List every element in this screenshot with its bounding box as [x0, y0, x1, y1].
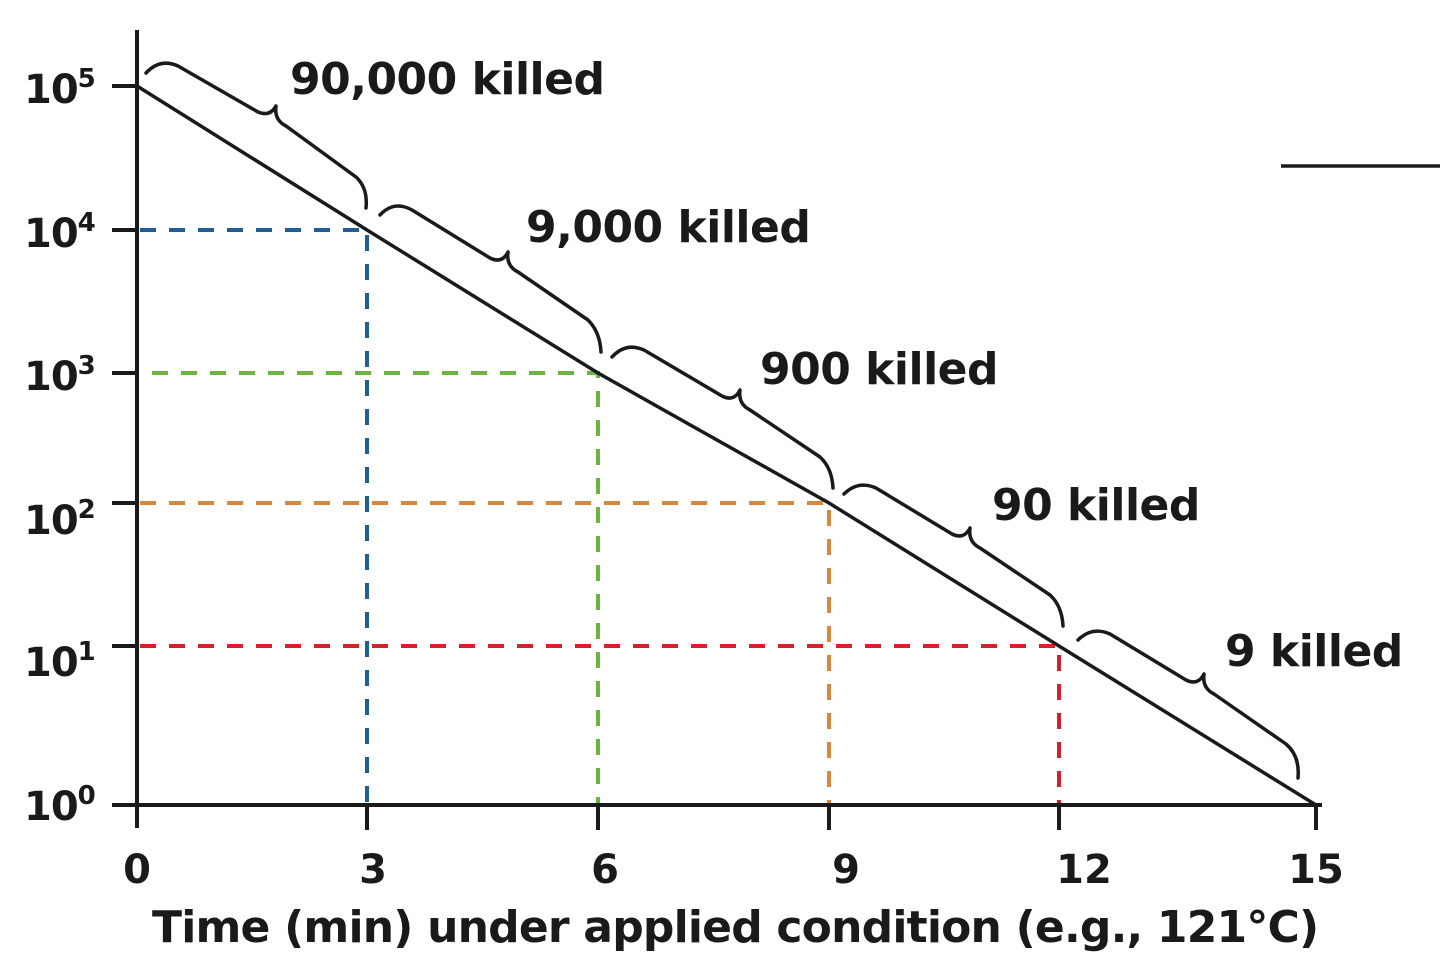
y-tick-label-10e5: 105	[24, 64, 96, 113]
annotation-9000-killed: 9,000 killed	[526, 202, 811, 253]
death-curve-line	[136, 84, 1317, 807]
brace-9-12	[842, 483, 1065, 628]
x-tick-label-6: 6	[591, 847, 619, 893]
axes	[112, 30, 1322, 830]
guide-line-orange	[140, 501, 831, 805]
annotation-90000-killed: 90,000 killed	[290, 54, 605, 105]
brace-3-6	[378, 204, 603, 354]
x-tick-label-0: 0	[123, 847, 151, 893]
brace-12-15	[1076, 629, 1300, 780]
guide-line-red	[140, 644, 1061, 805]
y-tick-label-10e1: 101	[24, 637, 96, 686]
brace-0-3	[144, 61, 369, 210]
y-tick-label-10e0: 100	[24, 781, 96, 830]
guide-lines	[140, 228, 1061, 805]
y-tick-label-10e3: 103	[24, 351, 96, 400]
guide-line-blue	[140, 228, 369, 805]
y-tick-label-10e2: 102	[24, 495, 96, 544]
brace-6-9	[610, 345, 835, 490]
annotation-90-killed: 90 killed	[992, 480, 1200, 531]
y-tick-label-10e4: 104	[24, 208, 96, 257]
x-tick-label-9: 9	[832, 847, 860, 893]
annotation-900-killed: 900 killed	[760, 344, 999, 395]
annotation-9-killed: 9 killed	[1225, 626, 1403, 677]
guide-line-green	[152, 371, 600, 805]
x-tick-label-12: 12	[1056, 847, 1112, 893]
x-tick-label-3: 3	[359, 847, 387, 893]
x-axis-label: Time (min) under applied condition (e.g.…	[152, 902, 1319, 953]
x-tick-label-15: 15	[1288, 847, 1344, 893]
braces	[144, 61, 1300, 780]
